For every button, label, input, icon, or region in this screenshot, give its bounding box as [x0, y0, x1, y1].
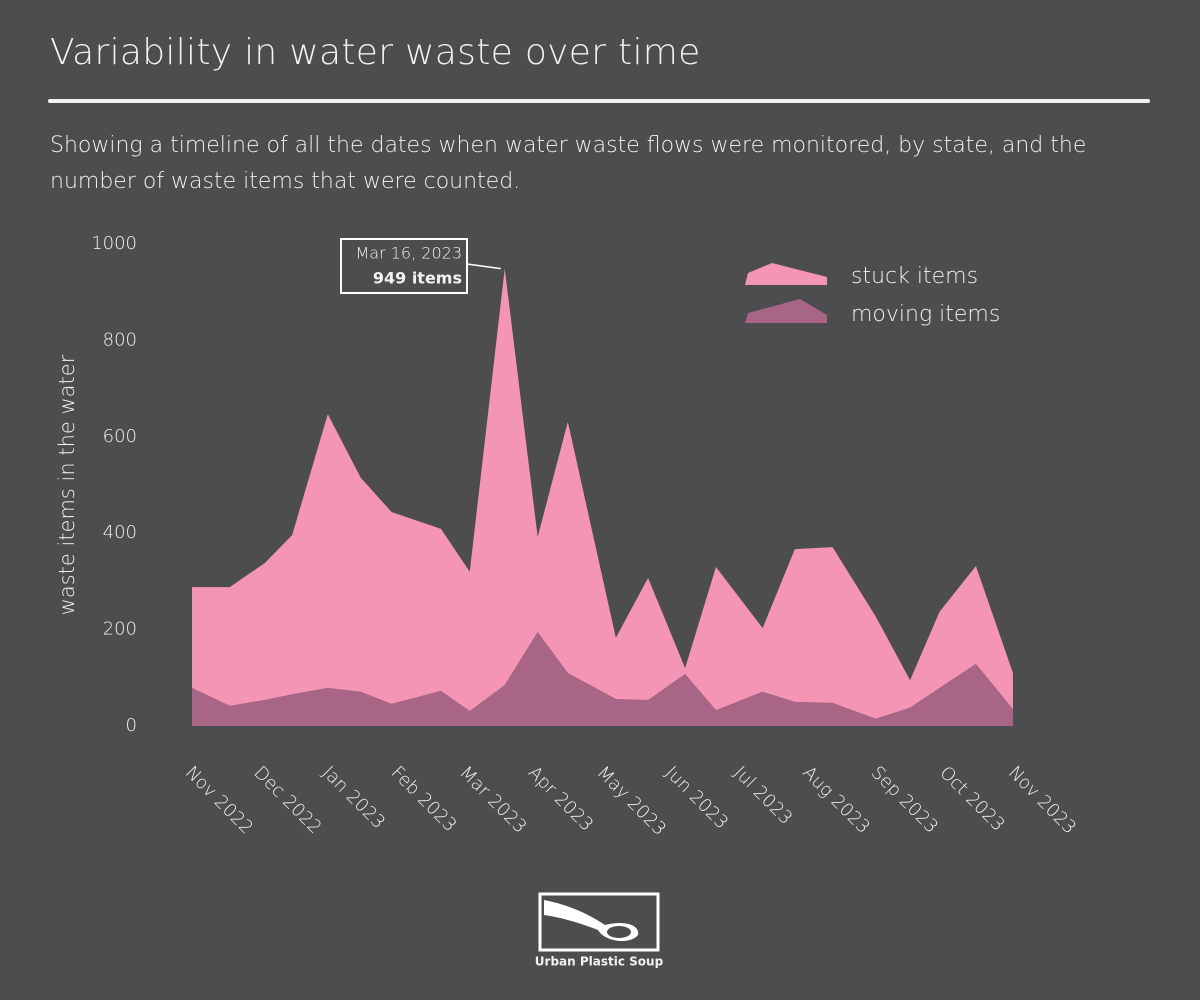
title-rule — [48, 99, 1150, 103]
x-tick: Aug 2023 — [798, 762, 874, 838]
logo-text: Urban Plastic Soup — [535, 955, 664, 969]
y-tick-label: 0 — [126, 715, 137, 736]
x-tick: Nov 2022 — [181, 762, 257, 838]
y-tick-label: 600 — [103, 426, 137, 447]
legend-swatch — [745, 299, 827, 323]
x-tick: May 2023 — [592, 762, 670, 840]
annotation-leader — [466, 263, 501, 270]
y-tick-label: 400 — [103, 522, 137, 543]
x-tick: Jan 2023 — [318, 762, 389, 833]
area — [192, 268, 1013, 719]
x-tick-label: Jun 2023 — [661, 762, 732, 833]
annotation: Mar 16, 2023 949 items — [340, 238, 501, 294]
x-tick: Jun 2023 — [661, 762, 732, 833]
y-axis-label: waste items in the water — [55, 354, 79, 615]
x-tick-label: Jul 2023 — [730, 762, 797, 829]
area — [192, 632, 1013, 726]
annotation-value: 949 items — [373, 269, 462, 288]
annotation-date: Mar 16, 2023 — [355, 244, 462, 263]
legend-swatch — [745, 263, 827, 285]
x-tick-label: Dec 2022 — [250, 762, 326, 838]
x-tick: Feb 2023 — [387, 762, 461, 836]
chart-subtitle: Showing a timeline of all the dates when… — [50, 133, 1087, 194]
x-tick: Apr 2023 — [524, 762, 597, 835]
logo-spoon-bowl — [607, 926, 631, 938]
x-tick-label: Nov 2023 — [1004, 762, 1080, 838]
y-tick-label: 1000 — [91, 233, 137, 254]
logo-frame — [538, 892, 660, 952]
x-tick-label: Mar 2023 — [455, 762, 530, 837]
logo: Urban Plastic Soup — [535, 892, 664, 969]
annotation-box — [340, 238, 468, 294]
legend-label: moving items — [851, 302, 1000, 327]
x-tick: Nov 2023 — [1004, 762, 1080, 838]
x-tick-label: Nov 2022 — [181, 762, 257, 838]
x-tick: Dec 2022 — [250, 762, 326, 838]
x-tick-label: Sep 2023 — [867, 762, 942, 837]
x-tick-label: Feb 2023 — [387, 762, 461, 836]
x-tick-label: Jan 2023 — [318, 762, 389, 833]
x-tick: Sep 2023 — [867, 762, 942, 837]
x-tick-label: May 2023 — [592, 762, 670, 840]
y-tick-label: 200 — [103, 619, 137, 640]
chart-title: Variability in water waste over time — [50, 32, 701, 73]
x-tick: Jul 2023 — [730, 762, 797, 829]
x-tick: Mar 2023 — [455, 762, 530, 837]
x-tick: Oct 2023 — [935, 762, 1008, 835]
legend-label: stuck items — [851, 264, 978, 289]
x-tick-label: Aug 2023 — [798, 762, 874, 838]
x-tick-label: Oct 2023 — [935, 762, 1008, 835]
x-tick-label: Apr 2023 — [524, 762, 597, 835]
legend-item: moving items — [745, 299, 1000, 327]
y-tick-label: 800 — [103, 329, 137, 350]
legend-item: stuck items — [745, 263, 978, 289]
